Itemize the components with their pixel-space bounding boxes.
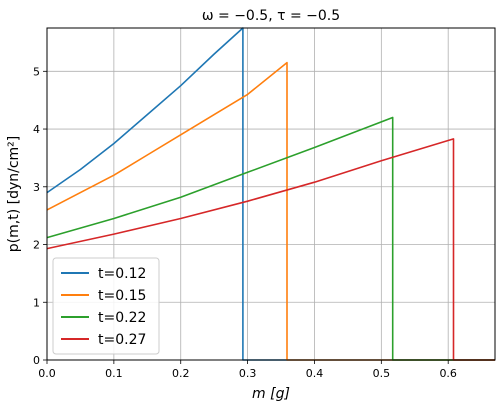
y-tick-label: 2	[33, 239, 40, 252]
series-line	[46, 138, 495, 361]
x-tick-label: 0.4	[306, 367, 324, 380]
x-tick-label: 0.2	[172, 367, 190, 380]
plot-frame	[46, 27, 496, 361]
legend: t=0.12 t=0.15 t=0.22 t=0.27	[52, 257, 160, 355]
legend-label: t=0.15	[98, 288, 146, 304]
y-tick-label: 5	[33, 65, 40, 78]
chart-title: ω = −0.5, τ = −0.5	[202, 8, 340, 24]
legend-label: t=0.12	[98, 266, 146, 282]
x-tick-label: 0.0	[38, 367, 56, 380]
series-layer	[46, 27, 495, 361]
series-line	[46, 61, 495, 361]
legend-box	[52, 257, 160, 355]
grid	[46, 28, 495, 361]
y-tick-label: 4	[33, 123, 40, 136]
x-tick-label: 0.3	[239, 367, 257, 380]
x-tick-label: 0.6	[439, 367, 457, 380]
y-tick-label: 3	[33, 181, 40, 194]
legend-label: t=0.22	[98, 310, 146, 326]
series-line	[46, 116, 495, 361]
y-tick-label: 1	[33, 296, 40, 309]
ticks: 0.0 0.1 0.2 0.3 0.4 0.5 0.6 0 1 2 3 4 5	[33, 65, 457, 380]
x-axis-label: m [g]	[252, 386, 290, 402]
x-tick-label: 0.1	[105, 367, 123, 380]
y-tick-label: 0	[33, 354, 40, 367]
y-axis-label: p(m,t) [dyn/cm²]	[6, 136, 22, 252]
legend-label: t=0.27	[98, 332, 146, 348]
series-line	[46, 27, 495, 361]
x-tick-label: 0.5	[373, 367, 391, 380]
